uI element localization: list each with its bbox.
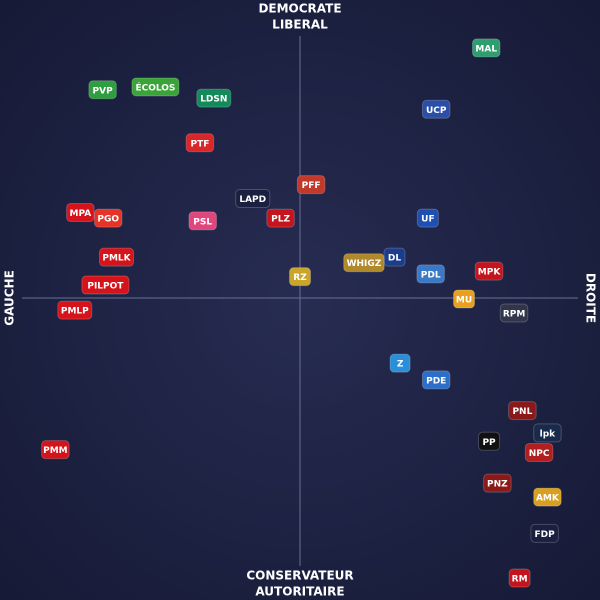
party-label: PILPOT	[87, 282, 124, 292]
party-logo	[508, 401, 537, 421]
party-logo	[389, 353, 411, 373]
party-label: PDL	[421, 270, 441, 280]
party-label: LAPD	[239, 195, 266, 205]
party-logo	[81, 275, 130, 295]
party-logo	[185, 133, 215, 153]
top-label: DEMOCRATE	[258, 2, 341, 16]
party-logo	[235, 189, 271, 209]
right-label: DROITE	[584, 273, 598, 323]
party-logo	[188, 211, 217, 231]
party-logo	[524, 442, 554, 462]
party-logo	[93, 208, 123, 228]
party-label: ÉCOLOS	[135, 81, 175, 93]
party-label: RZ	[293, 273, 307, 283]
party-logo	[508, 568, 531, 588]
party-logo	[499, 303, 529, 323]
party-label: UCP	[426, 106, 447, 116]
party-logo	[478, 431, 501, 451]
party-logo	[131, 77, 180, 97]
party-label: PNL	[512, 407, 532, 417]
party-logo	[41, 440, 70, 460]
party-label: WHIGZ	[347, 259, 382, 269]
party-label: PGO	[97, 215, 119, 225]
bottom-label: CONSERVATEUR	[246, 569, 353, 583]
party-label: PMM	[43, 446, 68, 456]
party-logo	[474, 261, 504, 281]
party-logo	[57, 300, 93, 320]
party-label: PSL	[193, 217, 212, 227]
party-label: NPC	[529, 449, 550, 459]
party-label: PLZ	[271, 215, 290, 225]
party-logo	[453, 289, 476, 309]
party-logo	[533, 423, 562, 443]
party-logo	[416, 264, 445, 284]
party-label: PNZ	[487, 480, 508, 490]
party-logo	[88, 80, 117, 100]
left-label: GAUCHE	[3, 270, 17, 326]
party-label: FDP	[535, 530, 556, 540]
party-logo	[196, 88, 232, 108]
party-label: RPM	[503, 309, 526, 319]
party-label: lpk	[540, 429, 557, 439]
party-label: PMLK	[102, 254, 131, 264]
top-label: LIBERAL	[272, 18, 328, 32]
party-logo	[472, 38, 501, 58]
party-logo	[416, 208, 439, 228]
party-label: PDE	[426, 376, 446, 386]
party-label: PFF	[302, 181, 321, 191]
party-logo	[343, 253, 385, 273]
party-logo	[421, 99, 451, 119]
party-logo	[421, 370, 451, 390]
party-logo	[99, 247, 135, 267]
party-logo	[296, 175, 326, 195]
party-label: PMLP	[61, 307, 89, 317]
party-label: LDSN	[200, 95, 227, 105]
party-logo	[533, 487, 562, 507]
party-logo	[483, 473, 512, 493]
party-label: DL	[388, 254, 401, 264]
party-label: MPK	[478, 268, 502, 278]
party-label: UF	[421, 215, 434, 225]
party-logo	[66, 203, 95, 223]
party-label: PP	[482, 438, 496, 448]
party-label: MAL	[475, 44, 497, 54]
party-logo	[530, 523, 559, 543]
party-logo	[289, 267, 311, 287]
party-label: AMK	[536, 494, 560, 504]
party-label: MU	[456, 296, 472, 306]
party-label: Z	[397, 360, 404, 370]
bottom-label: AUTORITAIRE	[255, 585, 344, 599]
party-label: MPA	[70, 209, 92, 219]
party-logo	[266, 208, 295, 228]
party-label: PTF	[190, 139, 209, 149]
party-label: RM	[512, 575, 528, 585]
party-label: PVP	[93, 86, 114, 96]
